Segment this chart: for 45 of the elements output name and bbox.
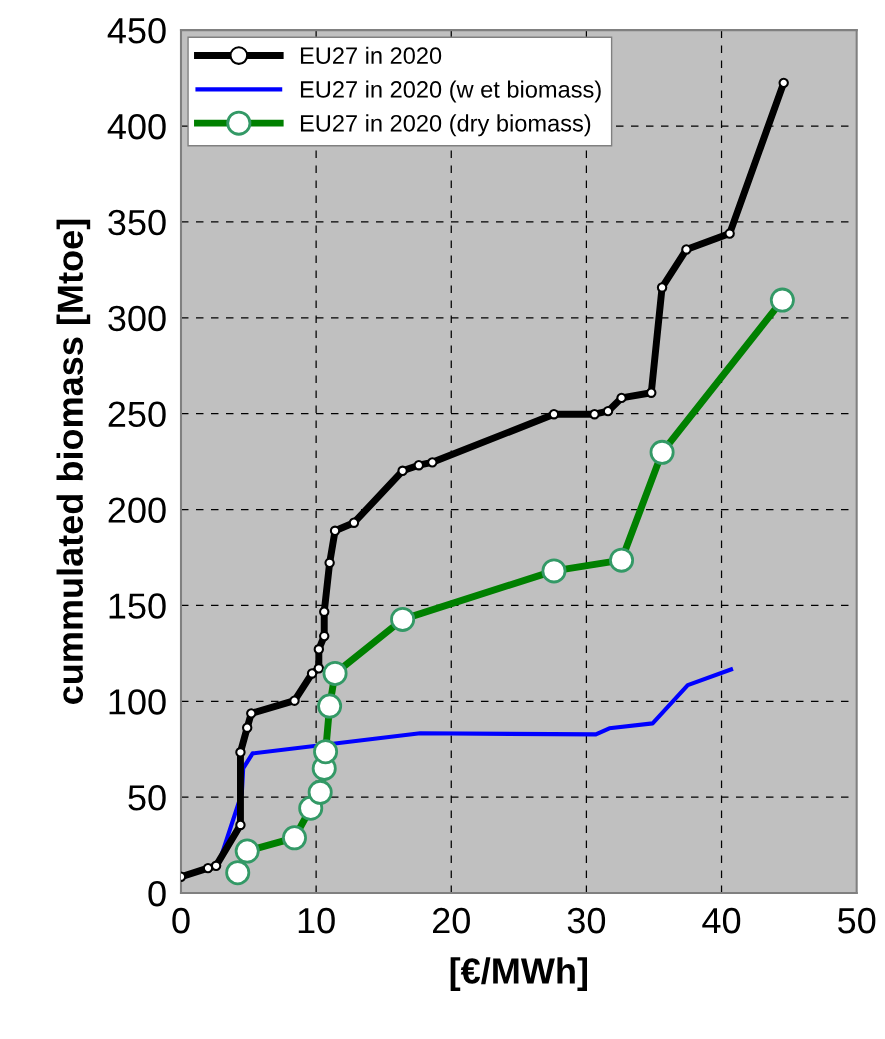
y-tick-label: 50 — [128, 785, 166, 811]
point — [329, 525, 341, 537]
point — [427, 457, 438, 468]
x-tick-label: 40 — [702, 907, 741, 934]
y-tick-label: 200 — [108, 497, 166, 523]
x-tick-label: 10 — [298, 907, 335, 934]
point — [724, 228, 735, 239]
point — [306, 668, 318, 679]
y-tick-label: 300 — [108, 305, 166, 332]
point — [602, 405, 614, 417]
point — [324, 557, 335, 569]
x-tick-label: 0 — [172, 907, 190, 934]
point — [589, 409, 600, 420]
y-tick-label: 100 — [109, 689, 166, 715]
x-axis-title: [€/MWh] — [450, 957, 587, 991]
point — [313, 644, 325, 655]
point — [289, 695, 300, 706]
point — [348, 517, 360, 528]
point — [241, 722, 253, 733]
point — [778, 77, 789, 89]
point — [646, 387, 657, 398]
x-tick-label: 30 — [567, 907, 606, 934]
x-tick-label: 20 — [433, 907, 470, 934]
point — [319, 606, 330, 617]
point — [616, 392, 627, 404]
x-tick-label: 50 — [838, 907, 876, 934]
y-tick-label: 400 — [107, 113, 166, 140]
y-tick-label: 350 — [108, 209, 166, 236]
y-tick-label: 250 — [108, 401, 166, 428]
y-axis-title: cummulated biomass [Mtoe] — [56, 219, 91, 704]
point — [681, 244, 692, 255]
point — [202, 862, 214, 874]
legend-label: EU27 in 2020 — [300, 46, 442, 64]
point — [397, 465, 408, 476]
legend-label: EU27 in 2020 (w et biomass) — [300, 80, 601, 103]
point — [413, 460, 425, 471]
point — [246, 708, 257, 719]
y-tick-label: 450 — [107, 18, 166, 44]
legend-label: EU27 in 2020 (dry biomass) — [300, 114, 591, 137]
point — [313, 663, 325, 674]
point — [235, 747, 246, 758]
point — [656, 282, 668, 293]
y-tick-label: 0 — [148, 880, 166, 907]
point — [210, 860, 222, 871]
y-tick-label: 150 — [109, 593, 166, 619]
